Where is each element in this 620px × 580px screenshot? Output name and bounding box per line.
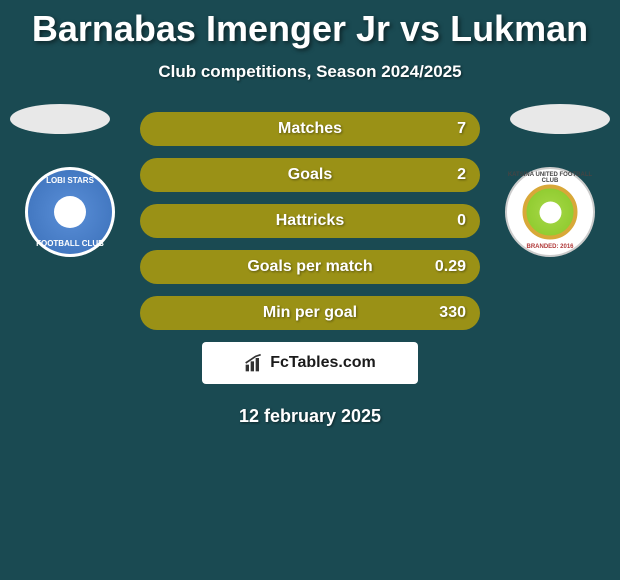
stat-value-right: 0 bbox=[457, 212, 466, 230]
club-right-name: KATSINA UNITED FOOTBALL CLUB bbox=[507, 172, 593, 184]
club-left-subtitle: FOOTBALL CLUB bbox=[28, 239, 112, 248]
chart-icon bbox=[244, 353, 264, 373]
stat-row-matches: Matches 7 bbox=[140, 112, 480, 146]
club-left-name: LOBI STARS bbox=[28, 176, 112, 185]
stat-value-right: 7 bbox=[457, 120, 466, 138]
club-logo-left: LOBI STARS FOOTBALL CLUB bbox=[25, 167, 115, 257]
stat-label: Min per goal bbox=[263, 304, 357, 322]
stat-label: Goals per match bbox=[247, 258, 372, 276]
stat-label: Hattricks bbox=[276, 212, 344, 230]
comparison-area: LOBI STARS FOOTBALL CLUB KATSINA UNITED … bbox=[0, 112, 620, 427]
stat-row-mpg: Min per goal 330 bbox=[140, 296, 480, 330]
player-avatar-right bbox=[510, 104, 610, 134]
branding-text: FcTables.com bbox=[270, 354, 376, 372]
club-right-subtitle: BRANDED: 2016 bbox=[507, 244, 593, 250]
page-title: Barnabas Imenger Jr vs Lukman bbox=[0, 0, 620, 50]
stats-container: Matches 7 Goals 2 Hattricks 0 Goals per … bbox=[140, 112, 480, 330]
stat-row-gpm: Goals per match 0.29 bbox=[140, 250, 480, 284]
club-right-inner bbox=[523, 185, 578, 240]
stat-row-hattricks: Hattricks 0 bbox=[140, 204, 480, 238]
club-right-ball bbox=[539, 201, 561, 223]
player-avatar-left bbox=[10, 104, 110, 134]
stat-label: Goals bbox=[288, 166, 332, 184]
stat-value-right: 330 bbox=[439, 304, 466, 322]
stat-value-right: 2 bbox=[457, 166, 466, 184]
stat-value-right: 0.29 bbox=[435, 258, 466, 276]
subtitle: Club competitions, Season 2024/2025 bbox=[0, 62, 620, 82]
stat-label: Matches bbox=[278, 120, 342, 138]
stat-row-goals: Goals 2 bbox=[140, 158, 480, 192]
club-logo-right: KATSINA UNITED FOOTBALL CLUB BRANDED: 20… bbox=[505, 167, 595, 257]
date-text: 12 february 2025 bbox=[0, 406, 620, 427]
branding-bar[interactable]: FcTables.com bbox=[202, 342, 418, 384]
